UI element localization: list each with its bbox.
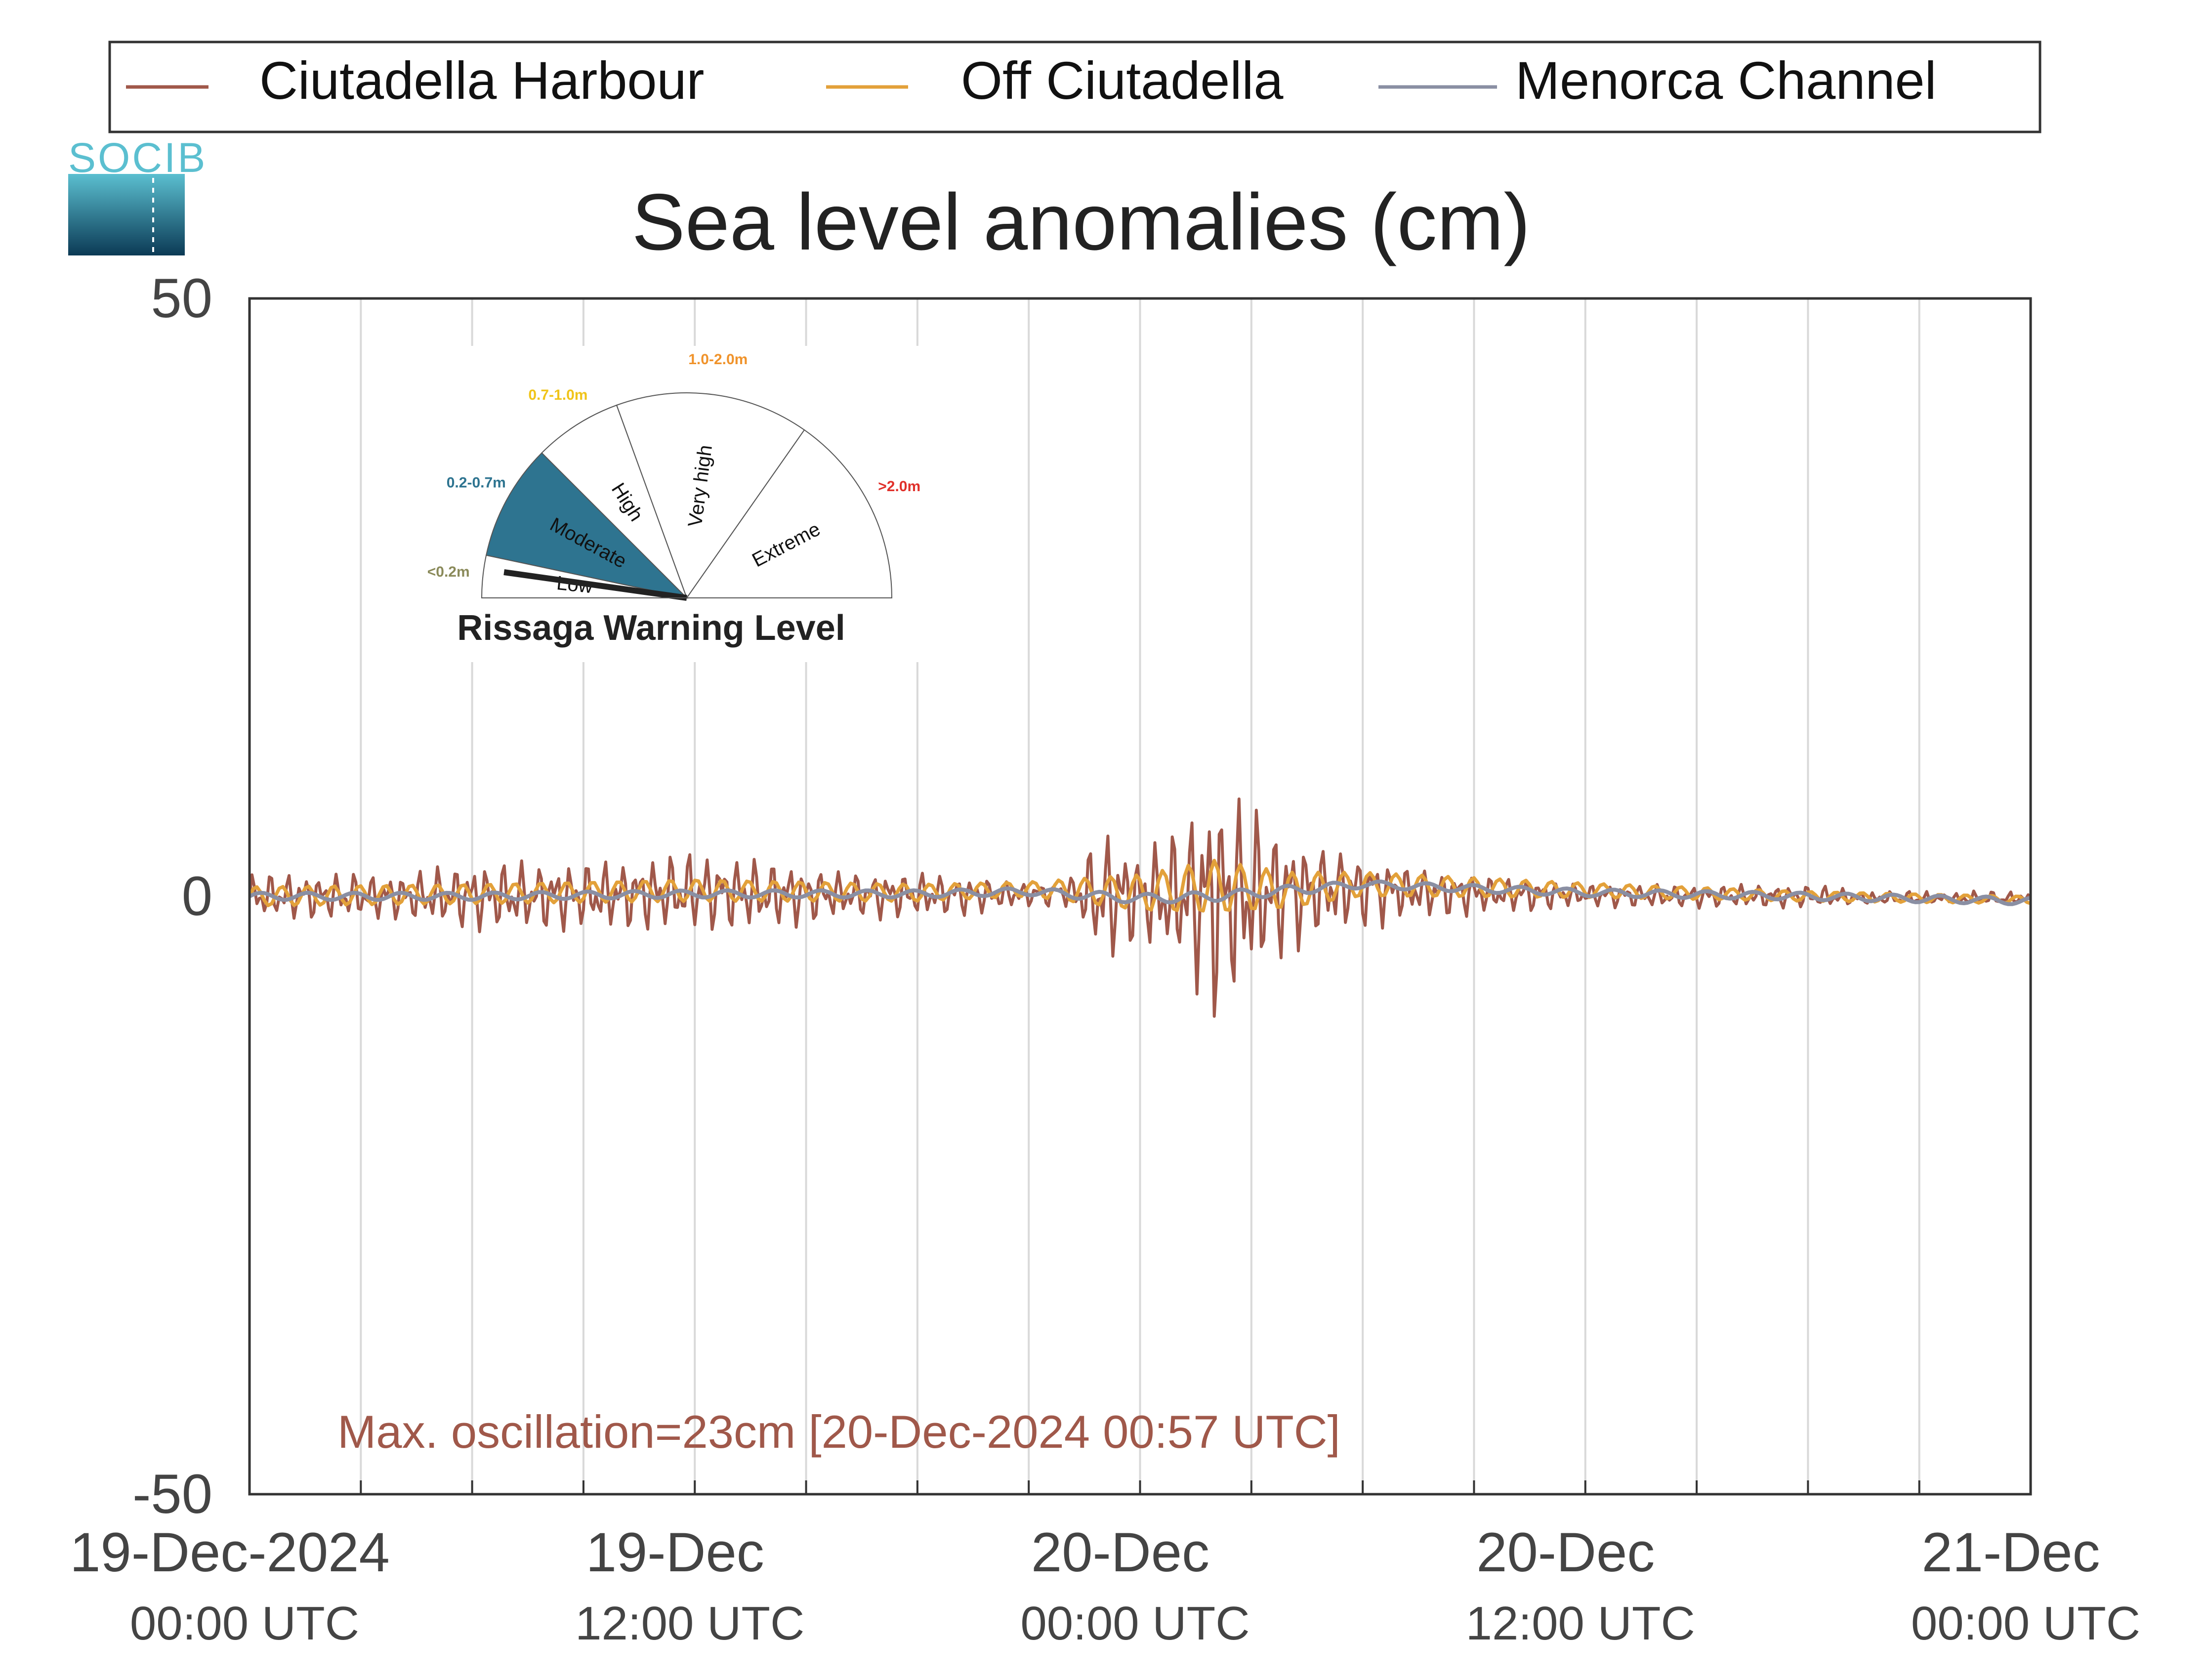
x-tick-date: 19-Dec-2024 (70, 1521, 390, 1583)
gauge-range-label: <0.2m (427, 564, 470, 580)
gauge-range-label: >2.0m (878, 478, 920, 495)
gauge-range-label: 0.2-0.7m (447, 475, 506, 491)
logo-wave-block (68, 174, 185, 255)
gauge-range-label: 0.7-1.0m (528, 387, 587, 403)
legend-label-off-ciutadella: Off Ciutadella (961, 50, 1284, 110)
x-tick-time: 12:00 UTC (1466, 1597, 1695, 1650)
plot-frame (248, 297, 2032, 1496)
chart-title: Sea level anomalies (cm) (632, 177, 1531, 267)
legend-label-ciutadella-harbour: Ciutadella Harbour (259, 50, 705, 110)
x-tick-time: 12:00 UTC (575, 1597, 804, 1650)
legend: Ciutadella Harbour Off Ciutadella Menorc… (108, 41, 2041, 133)
y-tick-label: -50 (132, 1463, 212, 1525)
series-layer (250, 797, 2031, 1018)
logo-text: SOCIB (68, 134, 207, 181)
plot-area: 50 0 -50 19-Dec-2024 00:00 UTC 19-Dec 12:00 U… (70, 267, 2140, 1650)
socib-logo: SOCIB (68, 134, 207, 255)
rissaga-warning-gauge: Low<0.2mModerate0.2-0.7mHigh0.7-1.0mVery… (390, 346, 926, 662)
gauge-title: Rissaga Warning Level (457, 608, 845, 648)
gauge-sector-very-high (616, 392, 805, 599)
x-axis: 19-Dec-2024 00:00 UTC 19-Dec 12:00 UTC 20-De… (70, 1521, 2140, 1650)
x-tick-time: 00:00 UTC (1020, 1597, 1249, 1650)
x-tick-date: 20-Dec (1476, 1521, 1655, 1583)
max-oscillation-annotation: Max. oscillation=23cm [20-Dec-2024 00:57… (337, 1406, 1340, 1458)
series-line-off-ciutadella (250, 859, 2031, 913)
gauge-sector-moderate (485, 452, 689, 599)
x-tick-date: 19-Dec (586, 1521, 764, 1583)
series-line-menorca-channel (250, 880, 2031, 906)
gauge-range-label: 1.0-2.0m (688, 351, 748, 368)
x-tick-time: 00:00 UTC (130, 1597, 359, 1650)
legend-label-menorca-channel: Menorca Channel (1515, 50, 1937, 110)
y-axis: 50 0 -50 (132, 267, 212, 1525)
gauge-sector-extreme (686, 429, 893, 598)
y-tick-label: 50 (151, 267, 212, 329)
x-tick-date: 20-Dec (1031, 1521, 1209, 1583)
gauge-needle (503, 569, 687, 601)
legend-box (108, 41, 2041, 133)
x-tick-time: 00:00 UTC (1911, 1597, 2140, 1650)
gauge-sector-high (541, 404, 687, 598)
y-tick-label: 0 (182, 865, 212, 927)
x-tick-date: 21-Dec (1921, 1521, 2100, 1583)
